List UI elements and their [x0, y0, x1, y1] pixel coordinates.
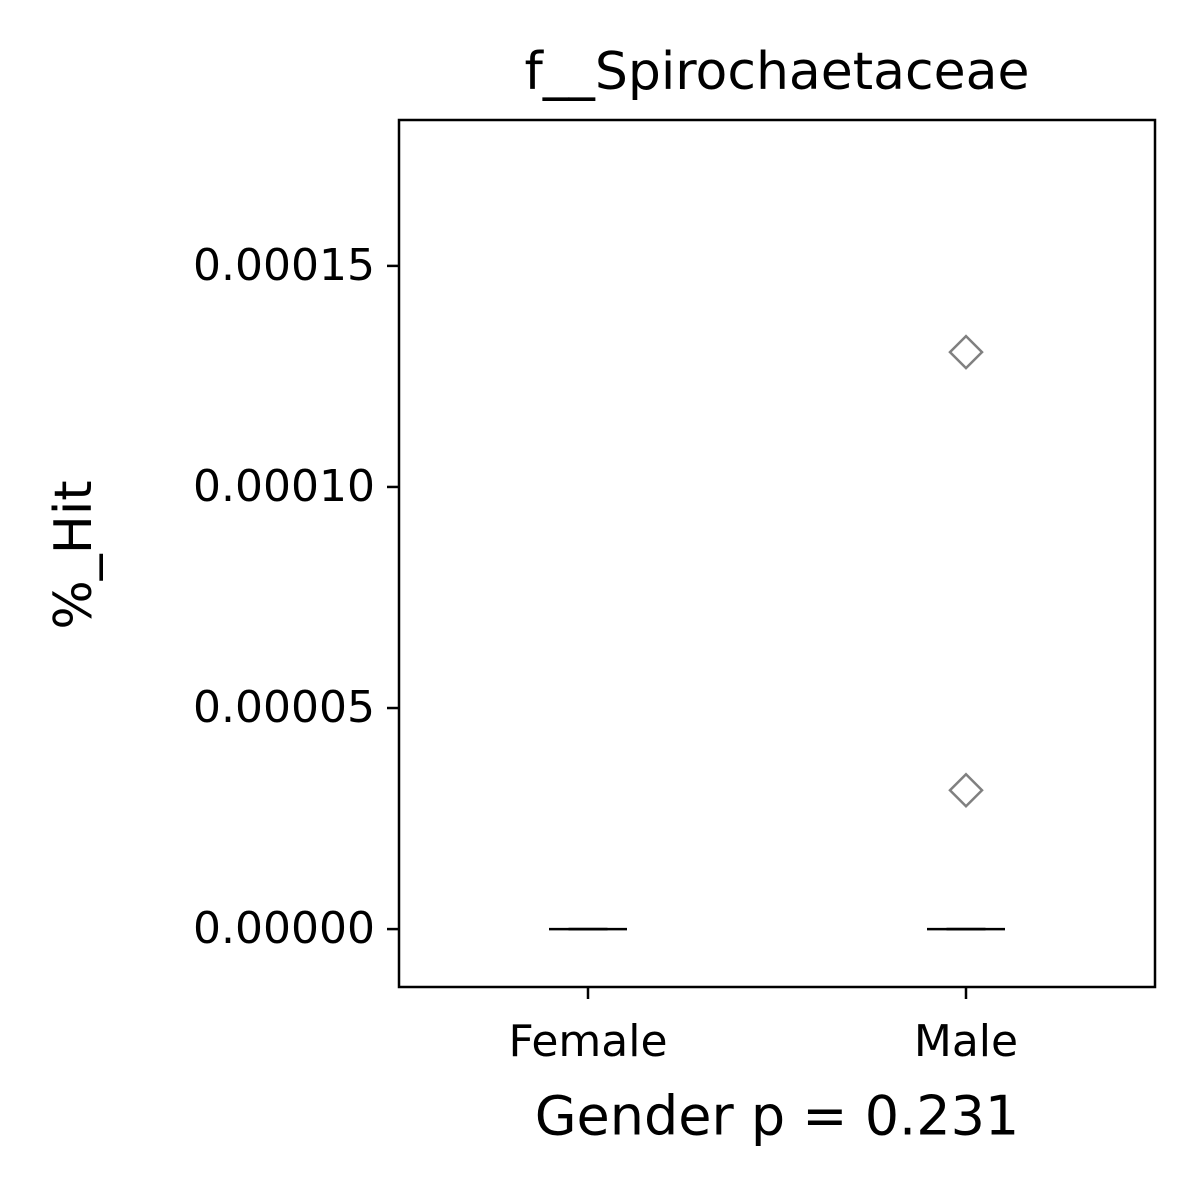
y-tick-label: 0.00005: [193, 682, 375, 733]
x-tick-label: Male: [914, 1016, 1018, 1067]
x-tick-label: Female: [508, 1016, 667, 1067]
chart-title: f__Spirochaetaceae: [525, 42, 1030, 102]
plot-frame: [397, 118, 1157, 989]
y-tick-label: 0.00015: [193, 240, 375, 291]
outlier: [948, 334, 984, 370]
y-tick-label: 0.00000: [193, 903, 375, 954]
outlier: [948, 772, 984, 809]
y-tick-label: 0.00010: [193, 461, 375, 512]
x-axis-label: Gender p = 0.231: [535, 1085, 1020, 1148]
y-axis-label: %_Hit: [44, 480, 104, 629]
